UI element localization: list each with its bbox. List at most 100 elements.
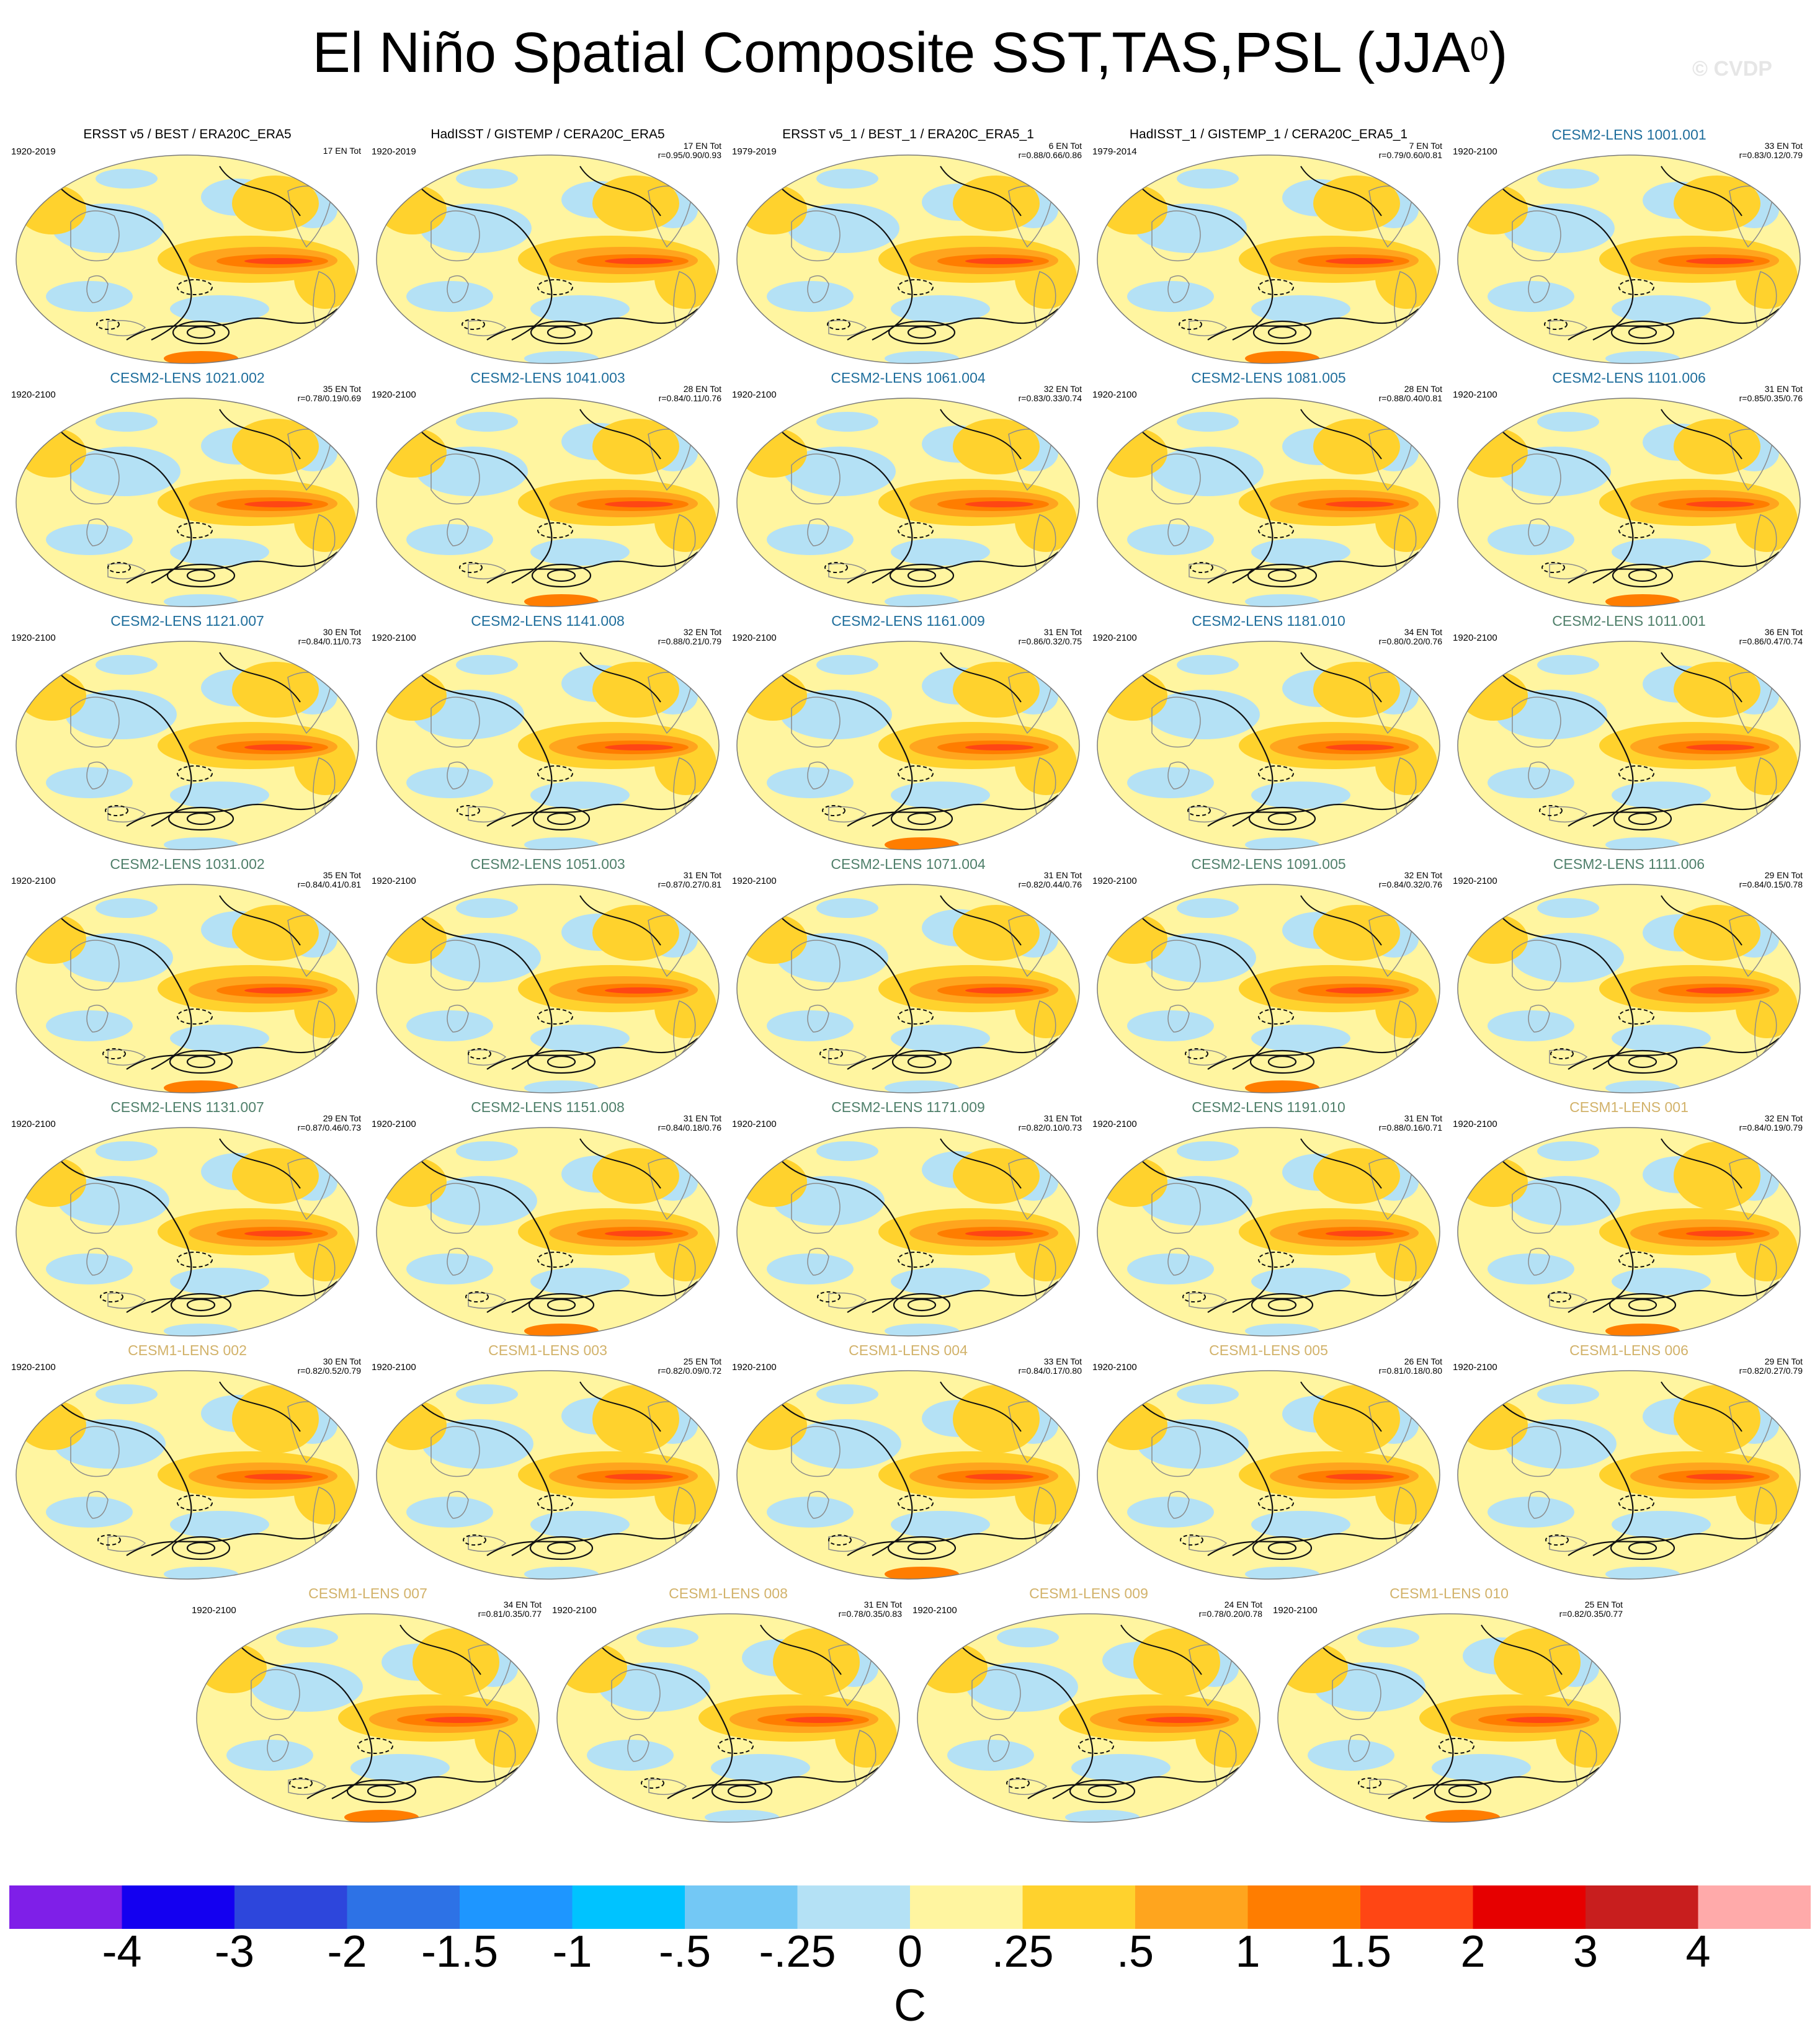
coastline (1189, 563, 1228, 580)
warm-anomaly (1146, 1717, 1214, 1723)
psl-contour (546, 569, 576, 582)
panel-title: CESM2-LENS 1171.009 (831, 1099, 985, 1115)
psl-contour (940, 166, 1022, 216)
psl-contour (219, 166, 301, 216)
cool-anomaly (1612, 1268, 1711, 1295)
psl-contour (847, 794, 1059, 827)
panel-title: CESM1-LENS 010 (1390, 1585, 1509, 1601)
panel-title: CESM2-LENS 1041.003 (470, 370, 625, 386)
panel-years: 1920-2100 (1092, 633, 1137, 643)
coastline (430, 1183, 480, 1234)
panel-event-count: 31 EN Tot (1404, 1113, 1442, 1123)
psl-contour (579, 166, 661, 216)
psl-contour (847, 551, 1059, 584)
psl-contour (126, 1281, 338, 1313)
colorbar-tick-label: -.25 (759, 1927, 836, 1977)
psl-contour (1568, 1038, 1780, 1070)
panel-title: CESM2-LENS 1031.002 (110, 856, 265, 872)
psl-contour (1267, 1055, 1297, 1069)
psl-contour (186, 1541, 216, 1555)
psl-contour (126, 794, 338, 827)
coastline (1528, 518, 1550, 546)
warm-anomaly (1506, 1717, 1574, 1723)
psl-negative-contour (827, 319, 850, 330)
colorbar-swatch (1135, 1885, 1248, 1929)
coastline (1754, 757, 1777, 814)
warm-anomaly (1326, 744, 1394, 750)
panel-event-count: 31 EN Tot (683, 1113, 721, 1123)
colorbar-swatch (1022, 1885, 1136, 1929)
coastline (828, 1536, 867, 1552)
psl-negative-contour (641, 1778, 664, 1789)
psl-contour (51, 421, 192, 584)
cool-anomaly (530, 538, 630, 566)
cool-anomaly (767, 281, 854, 312)
coastline (70, 1183, 120, 1234)
cool-anomaly (61, 933, 173, 982)
coastline (1754, 1000, 1777, 1057)
coastline (611, 1669, 661, 1720)
globe-map (736, 1127, 1080, 1337)
panel-title: CESM2-LENS 1051.003 (470, 856, 625, 872)
panel-years: 1920-2100 (372, 876, 416, 886)
psl-contour (1493, 178, 1634, 340)
colorbar-tick-label: -4 (102, 1927, 142, 1977)
psl-contour (1133, 907, 1274, 1070)
panel-event-count: 31 EN Tot (1043, 627, 1082, 637)
coastline (430, 940, 480, 991)
psl-contour (1300, 409, 1382, 460)
coastline (828, 1049, 867, 1066)
coastline (807, 518, 829, 546)
panel-event-count: 31 EN Tot (863, 1600, 902, 1609)
panel-event-count: 32 EN Tot (1404, 870, 1442, 880)
panel-years: 1920-2100 (372, 1119, 416, 1129)
coastline (791, 210, 841, 262)
psl-negative-contour (177, 279, 213, 295)
map-panel: CESM1-LENS 002 1920-2100 30 EN Tot r=0.82/0… (9, 1342, 366, 1582)
psl-contour (186, 812, 216, 826)
psl-contour (772, 421, 913, 584)
panel-title: CESM2-LENS 1121.007 (110, 613, 264, 629)
psl-negative-contour (1544, 319, 1568, 330)
coastline (828, 806, 867, 823)
psl-contour (1628, 326, 1657, 339)
panel-event-count: 28 EN Tot (683, 384, 721, 394)
warm-anomaly (1674, 176, 1760, 231)
warm-anomaly (18, 1400, 86, 1450)
psl-negative-contour (1180, 1534, 1203, 1546)
psl-negative-contour (898, 1495, 934, 1511)
psl-negative-contour (105, 805, 128, 816)
colorbar-tick-label: -2 (327, 1927, 367, 1977)
psl-contour (1613, 806, 1672, 831)
colorbar-tick-label: -3 (214, 1927, 255, 1977)
colorbar-swatch (234, 1885, 347, 1929)
psl-contour (1388, 1767, 1600, 1799)
panel-title: CESM2-LENS 1011.001 (1552, 613, 1706, 629)
coastline (828, 1293, 867, 1309)
panel-pattern-correlation: r=0.83/0.33/0.74 (1018, 393, 1082, 403)
psl-contour (51, 178, 192, 340)
coastline (673, 1487, 696, 1544)
coastline (1754, 1244, 1777, 1301)
psl-contour (1300, 1138, 1382, 1189)
panel-title: CESM2-LENS 1181.010 (1192, 613, 1345, 629)
cool-anomaly (767, 767, 854, 798)
coastline (1512, 453, 1561, 505)
coastline (1167, 275, 1190, 303)
coastline (468, 320, 507, 337)
cool-anomaly (406, 767, 493, 798)
psl-contour (1493, 1151, 1634, 1313)
cool-anomaly (1488, 1010, 1574, 1041)
panel-years: 1920-2100 (1092, 389, 1137, 400)
warm-anomaly (413, 1628, 499, 1696)
cool-anomaly (530, 1025, 630, 1052)
coastline (70, 940, 120, 991)
coastline (1151, 210, 1201, 262)
cool-anomaly (1177, 412, 1239, 432)
globe-map (1457, 641, 1801, 850)
psl-contour (772, 178, 913, 340)
map-panel: CESM1-LENS 003 1920-2100 25 EN Tot r=0.82/0… (369, 1342, 726, 1582)
psl-contour (940, 1381, 1022, 1432)
cool-anomaly (816, 169, 878, 189)
warm-anomaly (378, 1157, 447, 1207)
